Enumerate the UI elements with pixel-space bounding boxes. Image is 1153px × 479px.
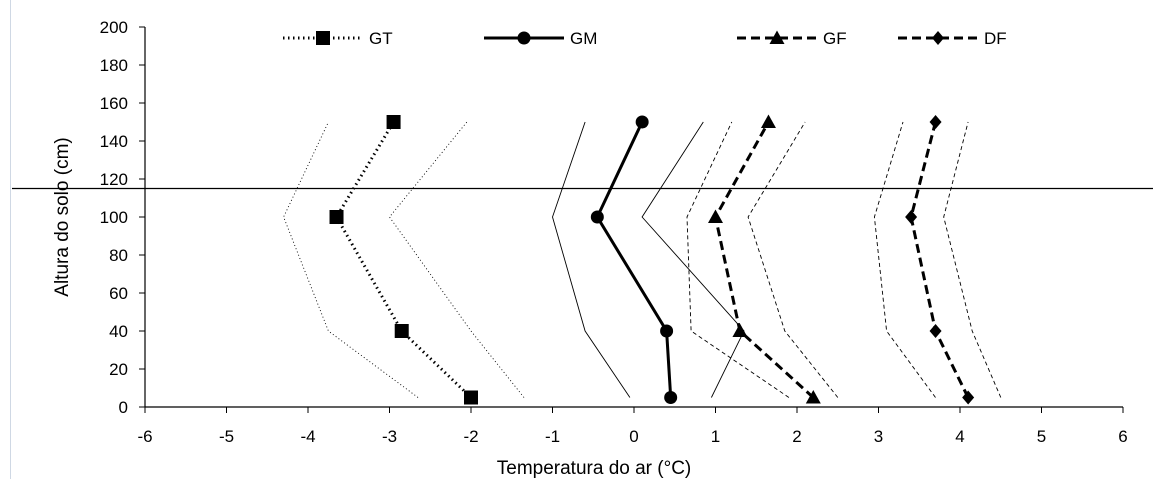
y-tick-label: 120: [100, 170, 128, 189]
data-point-df: [905, 210, 918, 224]
y-tick-label: 40: [109, 322, 128, 341]
data-point-gf: [805, 390, 821, 404]
data-point-gf: [760, 114, 776, 128]
band-upper-df: [943, 121, 1002, 398]
legend-label-gt: GT: [369, 29, 393, 48]
x-tick-label: -3: [382, 427, 397, 446]
x-tick-label: 1: [711, 427, 720, 446]
band-lower-gt: [283, 121, 419, 398]
y-axis-label: Altura do solo (cm): [52, 137, 73, 296]
x-tick-label: 2: [792, 427, 801, 446]
y-tick-label: 60: [109, 284, 128, 303]
series-line-df: [909, 121, 970, 399]
bands: [283, 121, 1002, 398]
legend-marker-df: [932, 31, 944, 45]
data-point-gt: [329, 210, 344, 224]
series-line-gt: [334, 121, 473, 399]
data-point-df: [929, 324, 942, 338]
band-upper-gm: [641, 121, 745, 398]
band-upper-gt: [388, 121, 525, 398]
legend: GT GM GF DF: [283, 29, 1007, 48]
data-point-df: [929, 115, 942, 129]
legend-label-gm: GM: [570, 29, 597, 48]
legend-label-df: DF: [984, 29, 1007, 48]
series-lines: [334, 121, 970, 399]
data-point-gm: [660, 324, 674, 338]
y-tick-label: 200: [100, 18, 128, 37]
data-point-gm: [635, 115, 649, 129]
data-point-gf: [732, 323, 748, 337]
x-tick-label: -1: [545, 427, 560, 446]
x-tick-label: -6: [137, 427, 152, 446]
data-point-df: [962, 390, 975, 405]
y-tick-label: 140: [100, 132, 128, 151]
data-point-gm: [664, 391, 678, 404]
axis-labels: Temperatura do ar (°C) Altura do solo (c…: [52, 137, 691, 479]
x-tick-label: 0: [629, 427, 638, 446]
data-point-gt: [394, 324, 409, 338]
y-tick-label: 100: [100, 208, 128, 227]
frame-edge: [10, 0, 11, 479]
y-tick-label: 80: [109, 246, 128, 265]
y-tick-label: 20: [109, 360, 128, 379]
band-lower-df: [873, 121, 936, 398]
x-tick-label: -5: [219, 427, 234, 446]
data-point-gt: [386, 115, 401, 129]
legend-marker-gt: [316, 31, 330, 45]
axes: 0 20 40 60 80 100 120 140 160 180 200 -6 -5 -4 -3 -2 -1 0…: [100, 18, 1128, 446]
legend-marker-gm: [517, 31, 531, 45]
y-tick-label: 160: [100, 94, 128, 113]
legend-marker-gf: [769, 30, 785, 44]
data-point-gf: [708, 209, 723, 223]
legend-label-gf: GF: [823, 29, 847, 48]
series-line-gf: [713, 121, 815, 399]
band-lower-gf: [686, 121, 790, 398]
x-axis-label: Temperatura do ar (°C): [497, 458, 692, 479]
markers: [329, 114, 975, 405]
x-tick-label: -2: [463, 427, 478, 446]
y-tick-label: 180: [100, 56, 128, 75]
x-tick-label: 5: [1037, 427, 1046, 446]
x-tick-label: 4: [955, 427, 964, 446]
series-line-gm: [595, 121, 673, 398]
x-tick-label: -4: [300, 427, 315, 446]
data-point-gt: [464, 390, 478, 405]
band-lower-gm: [552, 121, 631, 398]
y-tick-label: 0: [119, 398, 128, 417]
x-tick-label: 6: [1118, 427, 1127, 446]
x-tick-label: 3: [874, 427, 883, 446]
band-upper-gf: [747, 121, 839, 398]
data-point-gm: [590, 210, 604, 224]
